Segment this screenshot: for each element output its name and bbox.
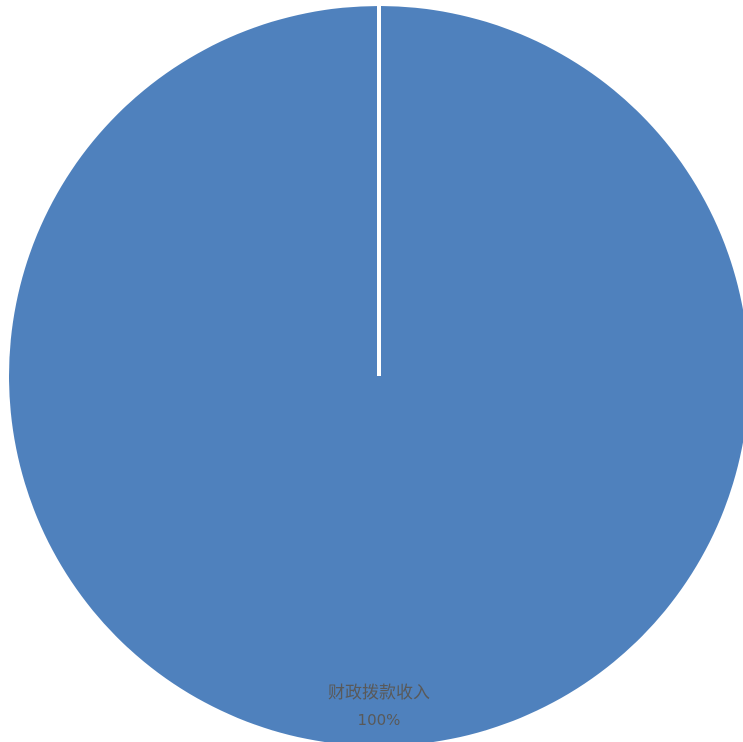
data-labels: 财政拨款收入 100% (328, 683, 430, 729)
pie-slice (9, 6, 743, 742)
slice-percent-label: 100% (358, 711, 401, 729)
slice-label: 财政拨款收入 (328, 683, 430, 703)
pie-slices (9, 6, 743, 742)
